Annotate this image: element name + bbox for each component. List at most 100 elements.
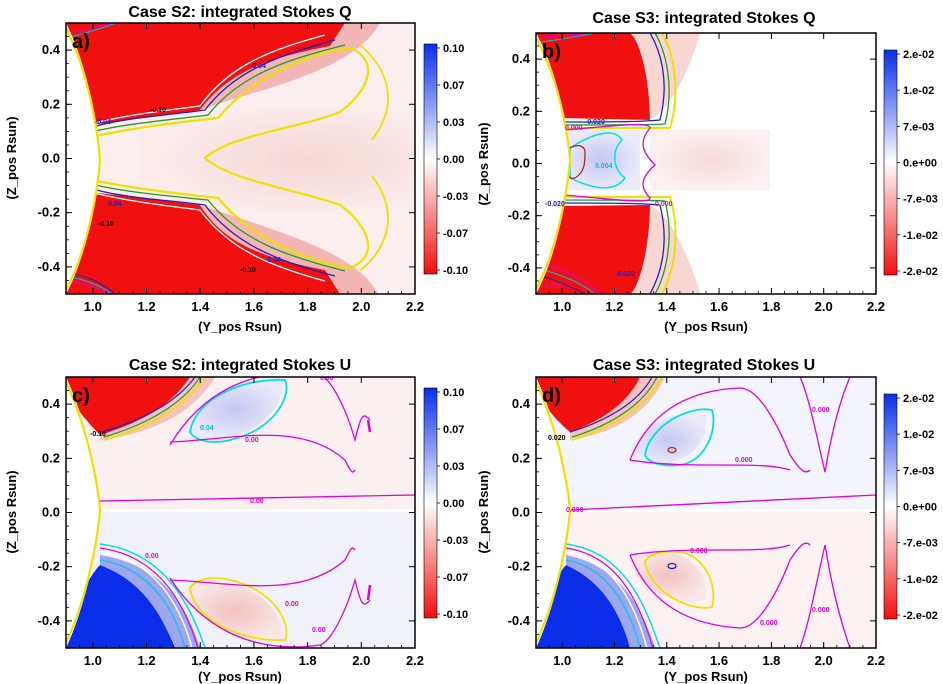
panel-d-contour-label: 0.020 (548, 435, 566, 442)
panel-c-xtick-label: 1.4 (191, 653, 210, 668)
panel-b-colorbar-label: 0.e+00 (903, 158, 937, 170)
panel-a-contour-label: -0.04 (95, 119, 111, 126)
panel-a-xtick-label: 2.0 (352, 299, 370, 314)
panel-a-ytick-label: 0.0 (42, 151, 60, 166)
panel-a-ytick-label: 0.4 (42, 42, 61, 57)
panel-c-positive-lobe (66, 565, 175, 648)
panel-a-yellow-contour (91, 46, 370, 270)
panel-d-colorbar-label: 0.e+00 (903, 502, 937, 514)
panel-a-xtick-label: 1.6 (245, 299, 263, 314)
panel-c-xtick-label: 1.0 (84, 653, 102, 668)
panel-b-contour-label: -0.020 (585, 119, 605, 126)
panel-d-contour-label: 0.000 (735, 457, 753, 464)
panel-d-colorbar-label: -7.e-03 (903, 538, 938, 550)
panel-d-colorbar (883, 393, 898, 620)
panel-d-xtick-label: 1.2 (605, 653, 623, 668)
panel-a-heatmap: -0.04 -0.10 -0.04 0.04 -0.10 -0.10 -0.04 (66, 23, 415, 294)
panel-c-xtick-label: 1.8 (299, 653, 317, 668)
panel-d-contour-label: 0.000 (812, 407, 830, 414)
panel-b: Case S3: integrated Stokes Q (476, 10, 938, 334)
panel-d-xtick-label: 1.4 (658, 653, 677, 668)
panel-d-title: Case S3: integrated Stokes U (593, 357, 815, 374)
panel-b-xtick-label: 1.8 (762, 299, 780, 314)
panel-d-ytick-label: -0.2 (508, 559, 530, 574)
panel-c-colorbar-label: -0.07 (443, 572, 468, 584)
panel-a-negative-lobe-top (66, 23, 345, 125)
panel-b-xtick-label: 1.0 (553, 299, 571, 314)
panel-a-xtick-label: 2.2 (406, 299, 424, 314)
panel-b-ylabel: (Z_pos Rsun) (476, 122, 491, 205)
panel-d-contour-label: 0.000 (760, 620, 778, 627)
panel-c-xtick-label: 2.2 (406, 653, 424, 668)
panel-b-contour-label: -0.020 (615, 271, 635, 278)
panel-b-label: b) (542, 41, 561, 63)
panel-b-ytick-label: 0.4 (512, 51, 531, 66)
panel-d-xlabel: (Y_pos Rsun) (664, 669, 748, 684)
panel-a-contour-label: -0.10 (240, 267, 256, 274)
panel-c-colorbar (423, 387, 438, 619)
panel-b-xtick-label: 1.4 (658, 299, 677, 314)
panel-c-colorbar-label: -0.10 (443, 609, 468, 621)
panel-b-contour-label: -0.020 (545, 201, 565, 208)
panel-c-ytick-label: -0.2 (38, 559, 60, 574)
panel-c-ytick-label: -0.4 (38, 613, 61, 628)
panel-b-xtick-label: 2.2 (867, 299, 885, 314)
panel-c-colorbar-label: 0.03 (443, 461, 464, 473)
panel-d-ylabel: (Z_pos Rsun) (476, 470, 491, 553)
panel-c-contour-label: 0.00 (250, 498, 264, 505)
panel-c-ylabel: (Z_pos Rsun) (4, 470, 19, 553)
panel-b-colorbar-label: -7.e-03 (903, 194, 938, 206)
panel-d-xtick-label: 2.2 (867, 653, 885, 668)
panel-b-title: Case S3: integrated Stokes Q (592, 10, 815, 27)
panel-a-title: Case S2: integrated Stokes Q (128, 4, 351, 21)
panel-d-contour-label: 0.000 (812, 607, 830, 614)
panel-a-label: a) (72, 31, 90, 53)
panel-d-heatmap: 0.020 0.000 0.000 0.000 0.000 0.000 0.00… (536, 377, 876, 648)
panel-a-colorbar-label: 0.07 (443, 80, 464, 92)
panel-c-contour-label: 0.00 (320, 375, 334, 382)
panel-c-xtick-label: 1.2 (137, 653, 155, 668)
panel-a-xlabel: (Y_pos Rsun) (198, 319, 282, 334)
panel-d-colorbar-label: 1.e-02 (903, 429, 934, 441)
panel-b-colorbar-label: -2.e-02 (903, 266, 938, 278)
panel-a-sun-limb (66, 27, 102, 291)
panel-a-xtick-label: 1.0 (84, 299, 102, 314)
panel-d-ytick-label: 0.2 (512, 450, 530, 465)
panel-c-colorbar-label: 0.10 (443, 387, 464, 399)
panel-b-contour-label: 0.000 (655, 201, 673, 208)
panel-c-contour-label: 0.00 (245, 437, 259, 444)
panel-a-contour-label: -0.10 (98, 221, 114, 228)
panel-b-contour-label: 0.004 (595, 163, 613, 170)
panel-c-contour-label: 0.00 (145, 553, 159, 560)
panel-a-xtick-label: 1.2 (137, 299, 155, 314)
panel-a: Case S2: integrated Stokes Q (4, 4, 468, 334)
panel-c-xtick-label: 2.0 (352, 653, 370, 668)
panel-b-ytick-label: 0.0 (512, 156, 530, 171)
panel-c-label: c) (72, 385, 90, 407)
panel-a-sun-disk (66, 23, 100, 294)
panel-c-contour-label: 0.00 (285, 601, 299, 608)
panel-a-ylabel: (Z_pos Rsun) (4, 116, 19, 199)
panel-a-contour-label: -0.04 (265, 257, 281, 264)
panel-b-xtick-label: 2.0 (815, 299, 833, 314)
panel-d-ytick-label: -0.4 (508, 613, 531, 628)
panel-c-negative-lobe (66, 377, 190, 435)
panel-d-label: d) (542, 385, 561, 407)
panel-d-colorbar-label: -2.e-02 (903, 610, 938, 622)
panel-a-colorbar (423, 43, 438, 275)
panel-b-xtick-label: 1.2 (605, 299, 623, 314)
panel-c-xlabel: (Y_pos Rsun) (198, 669, 282, 684)
panel-a-xtick-label: 1.8 (299, 299, 317, 314)
panel-a-colorbar-label: -0.03 (443, 191, 468, 203)
panel-a-colorbar-label: 0.03 (443, 117, 464, 129)
panel-d-xtick-label: 2.0 (815, 653, 833, 668)
panel-d-colorbar-label: -1.e-02 (903, 574, 938, 586)
panel-a-colorbar-label: -0.07 (443, 228, 468, 240)
panel-a-ytick-label: -0.2 (38, 205, 60, 220)
panel-b-ytick-label: -0.4 (508, 260, 531, 275)
panel-c-xtick-label: 1.6 (245, 653, 263, 668)
panel-a-colorbar-label: -0.10 (443, 265, 468, 277)
panel-b-colorbar-label: -1.e-02 (903, 230, 938, 242)
panel-b-contour-label: 0.000 (565, 125, 583, 132)
